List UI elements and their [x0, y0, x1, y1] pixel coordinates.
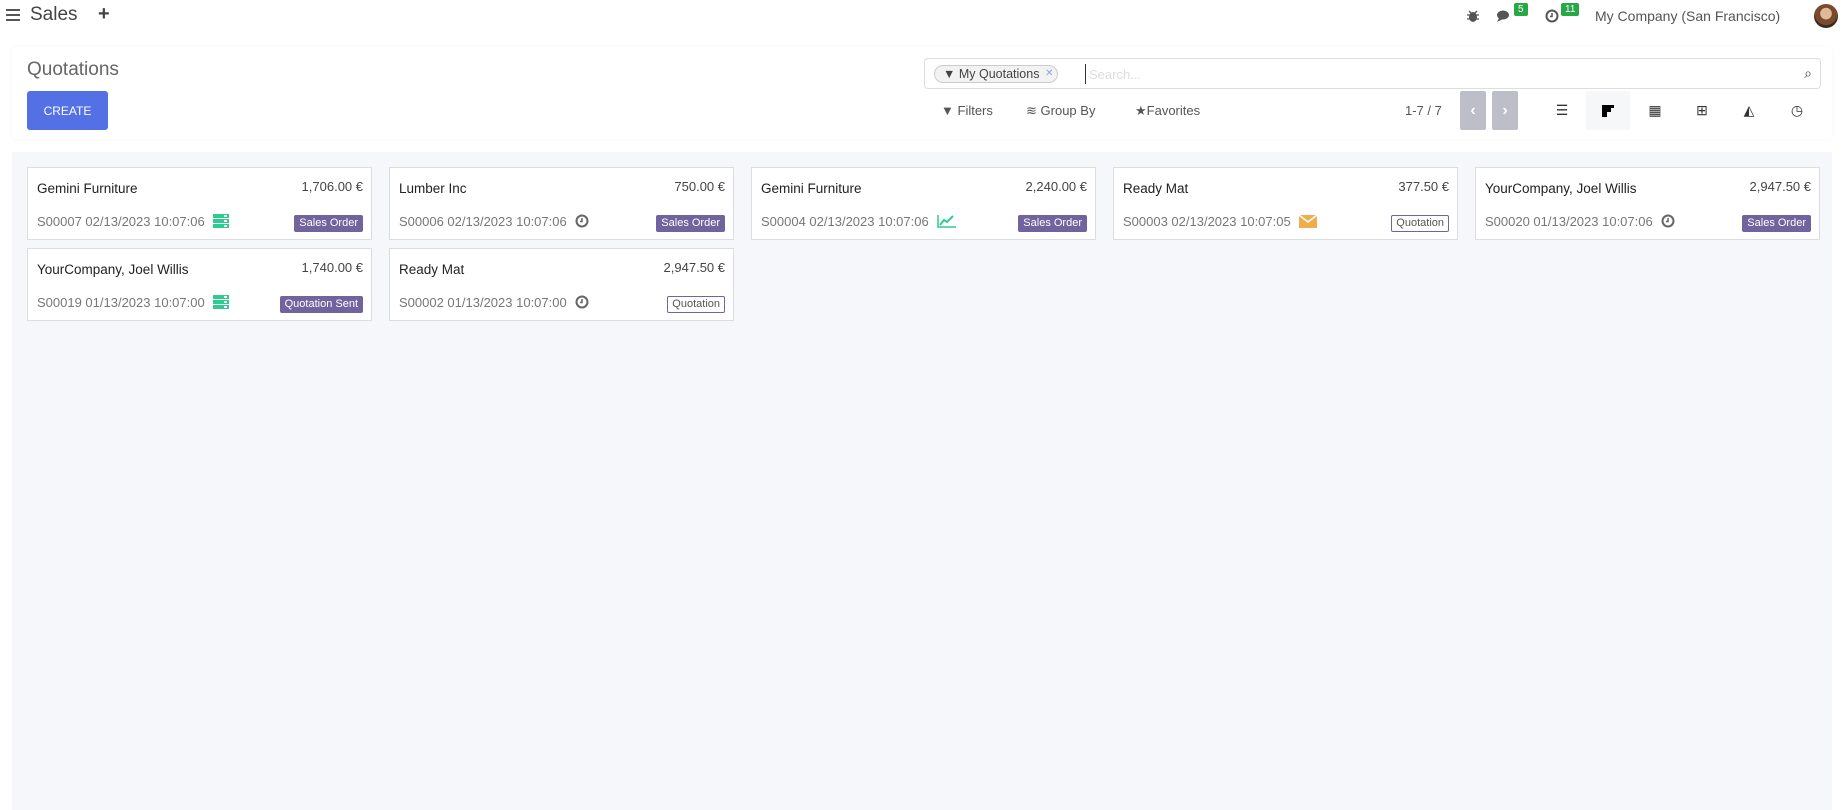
- envelope-icon[interactable]: [1298, 214, 1318, 231]
- amount: 2,947.50 €: [1749, 179, 1811, 194]
- status-badge: Quotation: [667, 296, 725, 313]
- search-bar: ▼ My Quotations ✕ ⌕: [924, 58, 1821, 89]
- favorites-label: Favorites: [1146, 103, 1201, 118]
- amount: 1,706.00 €: [301, 179, 363, 194]
- kanban-icon: [1602, 104, 1614, 117]
- kanban-card[interactable]: Ready Mat 2,947.50 € S00002 01/13/2023 1…: [389, 248, 734, 321]
- order-reference: S00002 01/13/2023 10:07:00: [399, 295, 589, 312]
- page-title: Quotations: [27, 59, 119, 80]
- top-navbar: Sales + 5 11 My Company (San Francisco): [0, 0, 1844, 34]
- activity-view-button[interactable]: ◷: [1775, 91, 1819, 130]
- status-badge: Sales Order: [656, 215, 725, 232]
- amount: 1,740.00 €: [301, 260, 363, 275]
- order-ref-text: S00006 02/13/2023 10:07:06: [399, 214, 567, 229]
- status-badge: Sales Order: [294, 215, 363, 232]
- search-facet: ▼ My Quotations ✕: [934, 65, 1059, 83]
- pivot-view-button[interactable]: ⊞: [1680, 91, 1724, 130]
- kanban-board: Gemini Furniture 1,706.00 € S00007 02/13…: [12, 152, 1832, 810]
- clock-icon[interactable]: [575, 214, 589, 231]
- order-reference: S00006 02/13/2023 10:07:06: [399, 214, 589, 231]
- filter-icon: ▼: [943, 67, 959, 81]
- chart-line-icon[interactable]: [936, 214, 957, 231]
- customer-name: Ready Mat: [399, 262, 465, 277]
- clock-icon[interactable]: [1661, 214, 1675, 231]
- search-icon[interactable]: ⌕: [1804, 65, 1812, 81]
- messages-counter: 5: [1514, 3, 1528, 16]
- table-icon: ⊞: [1696, 102, 1708, 118]
- facet-label: My Quotations: [958, 67, 1040, 81]
- order-ref-text: S00007 02/13/2023 10:07:06: [37, 214, 205, 229]
- pager-value[interactable]: 1-7 / 7: [1405, 103, 1442, 118]
- kanban-card[interactable]: Gemini Furniture 1,706.00 € S00007 02/13…: [27, 167, 372, 240]
- server-icon[interactable]: [212, 295, 229, 312]
- order-reference: S00007 02/13/2023 10:07:06: [37, 214, 229, 231]
- status-badge: Sales Order: [1018, 215, 1087, 232]
- favorites-button[interactable]: ★Favorites: [1135, 103, 1200, 119]
- order-reference: S00004 02/13/2023 10:07:06: [761, 214, 957, 231]
- clock-icon: ◷: [1790, 102, 1804, 118]
- amount: 750.00 €: [674, 179, 725, 194]
- activities-counter: 11: [1561, 3, 1580, 16]
- clock-icon[interactable]: [575, 295, 589, 312]
- plus-icon[interactable]: +: [98, 3, 110, 25]
- order-reference: S00020 01/13/2023 10:07:06: [1485, 214, 1675, 231]
- search-input[interactable]: [1085, 64, 1775, 84]
- kanban-card[interactable]: Gemini Furniture 2,240.00 € S00004 02/13…: [751, 167, 1096, 240]
- group-by-button[interactable]: ≋ Group By: [1026, 103, 1095, 119]
- pager-next-button[interactable]: ›: [1492, 91, 1518, 130]
- kanban-card[interactable]: Lumber Inc 750.00 € S00006 02/13/2023 10…: [389, 167, 734, 240]
- customer-name: YourCompany, Joel Willis: [1485, 181, 1637, 196]
- chat-icon[interactable]: [1496, 9, 1512, 25]
- filters-label: Filters: [957, 103, 993, 118]
- customer-name: YourCompany, Joel Willis: [37, 262, 189, 277]
- kanban-view-button[interactable]: [1586, 91, 1630, 130]
- bug-icon[interactable]: [1466, 9, 1482, 25]
- avatar[interactable]: [1814, 4, 1838, 28]
- server-icon[interactable]: [212, 214, 229, 231]
- customer-name: Lumber Inc: [399, 181, 467, 196]
- amount: 377.50 €: [1398, 179, 1449, 194]
- order-ref-text: S00002 01/13/2023 10:07:00: [399, 295, 567, 310]
- order-ref-text: S00020 01/13/2023 10:07:06: [1485, 214, 1653, 229]
- layers-icon: ≋: [1026, 103, 1037, 118]
- chevron-right-icon: ›: [1502, 101, 1508, 119]
- app-title[interactable]: Sales: [30, 4, 78, 25]
- calendar-view-button[interactable]: ▦: [1633, 91, 1677, 130]
- order-reference: S00003 02/13/2023 10:07:05: [1123, 214, 1318, 231]
- list-icon: ☰: [1555, 102, 1569, 118]
- kanban-card[interactable]: YourCompany, Joel Willis 1,740.00 € S000…: [27, 248, 372, 321]
- filters-button[interactable]: ▼ Filters: [941, 103, 993, 118]
- create-button[interactable]: CREATE: [27, 91, 108, 130]
- status-badge: Sales Order: [1742, 215, 1811, 232]
- pager-previous-button[interactable]: ‹: [1460, 91, 1486, 130]
- kanban-card[interactable]: Ready Mat 377.50 € S00003 02/13/2023 10:…: [1113, 167, 1458, 240]
- clock-icon[interactable]: [1545, 9, 1561, 25]
- kanban-card[interactable]: YourCompany, Joel Willis 2,947.50 € S000…: [1475, 167, 1820, 240]
- calendar-icon: ▦: [1648, 102, 1662, 118]
- status-badge: Quotation: [1391, 215, 1449, 232]
- amount: 2,240.00 €: [1025, 179, 1087, 194]
- order-ref-text: S00004 02/13/2023 10:07:06: [761, 214, 929, 229]
- group-by-label: Group By: [1040, 103, 1096, 118]
- filter-icon: ▼: [941, 103, 954, 118]
- order-ref-text: S00019 01/13/2023 10:07:00: [37, 295, 205, 310]
- customer-name: Ready Mat: [1123, 181, 1189, 196]
- remove-facet-icon[interactable]: ✕: [1045, 68, 1054, 79]
- company-switcher[interactable]: My Company (San Francisco): [1595, 8, 1781, 24]
- chevron-left-icon: ‹: [1470, 101, 1476, 119]
- order-reference: S00019 01/13/2023 10:07:00: [37, 295, 229, 312]
- status-badge: Quotation Sent: [279, 296, 363, 313]
- star-icon: ★: [1135, 103, 1147, 118]
- list-view-button[interactable]: ☰: [1540, 91, 1584, 130]
- customer-name: Gemini Furniture: [37, 181, 138, 196]
- menu-icon[interactable]: [6, 9, 20, 21]
- order-ref-text: S00003 02/13/2023 10:07:05: [1123, 214, 1291, 229]
- amount: 2,947.50 €: [663, 260, 725, 275]
- area-chart-icon: ◭: [1743, 102, 1755, 118]
- graph-view-button[interactable]: ◭: [1727, 91, 1771, 130]
- customer-name: Gemini Furniture: [761, 181, 862, 196]
